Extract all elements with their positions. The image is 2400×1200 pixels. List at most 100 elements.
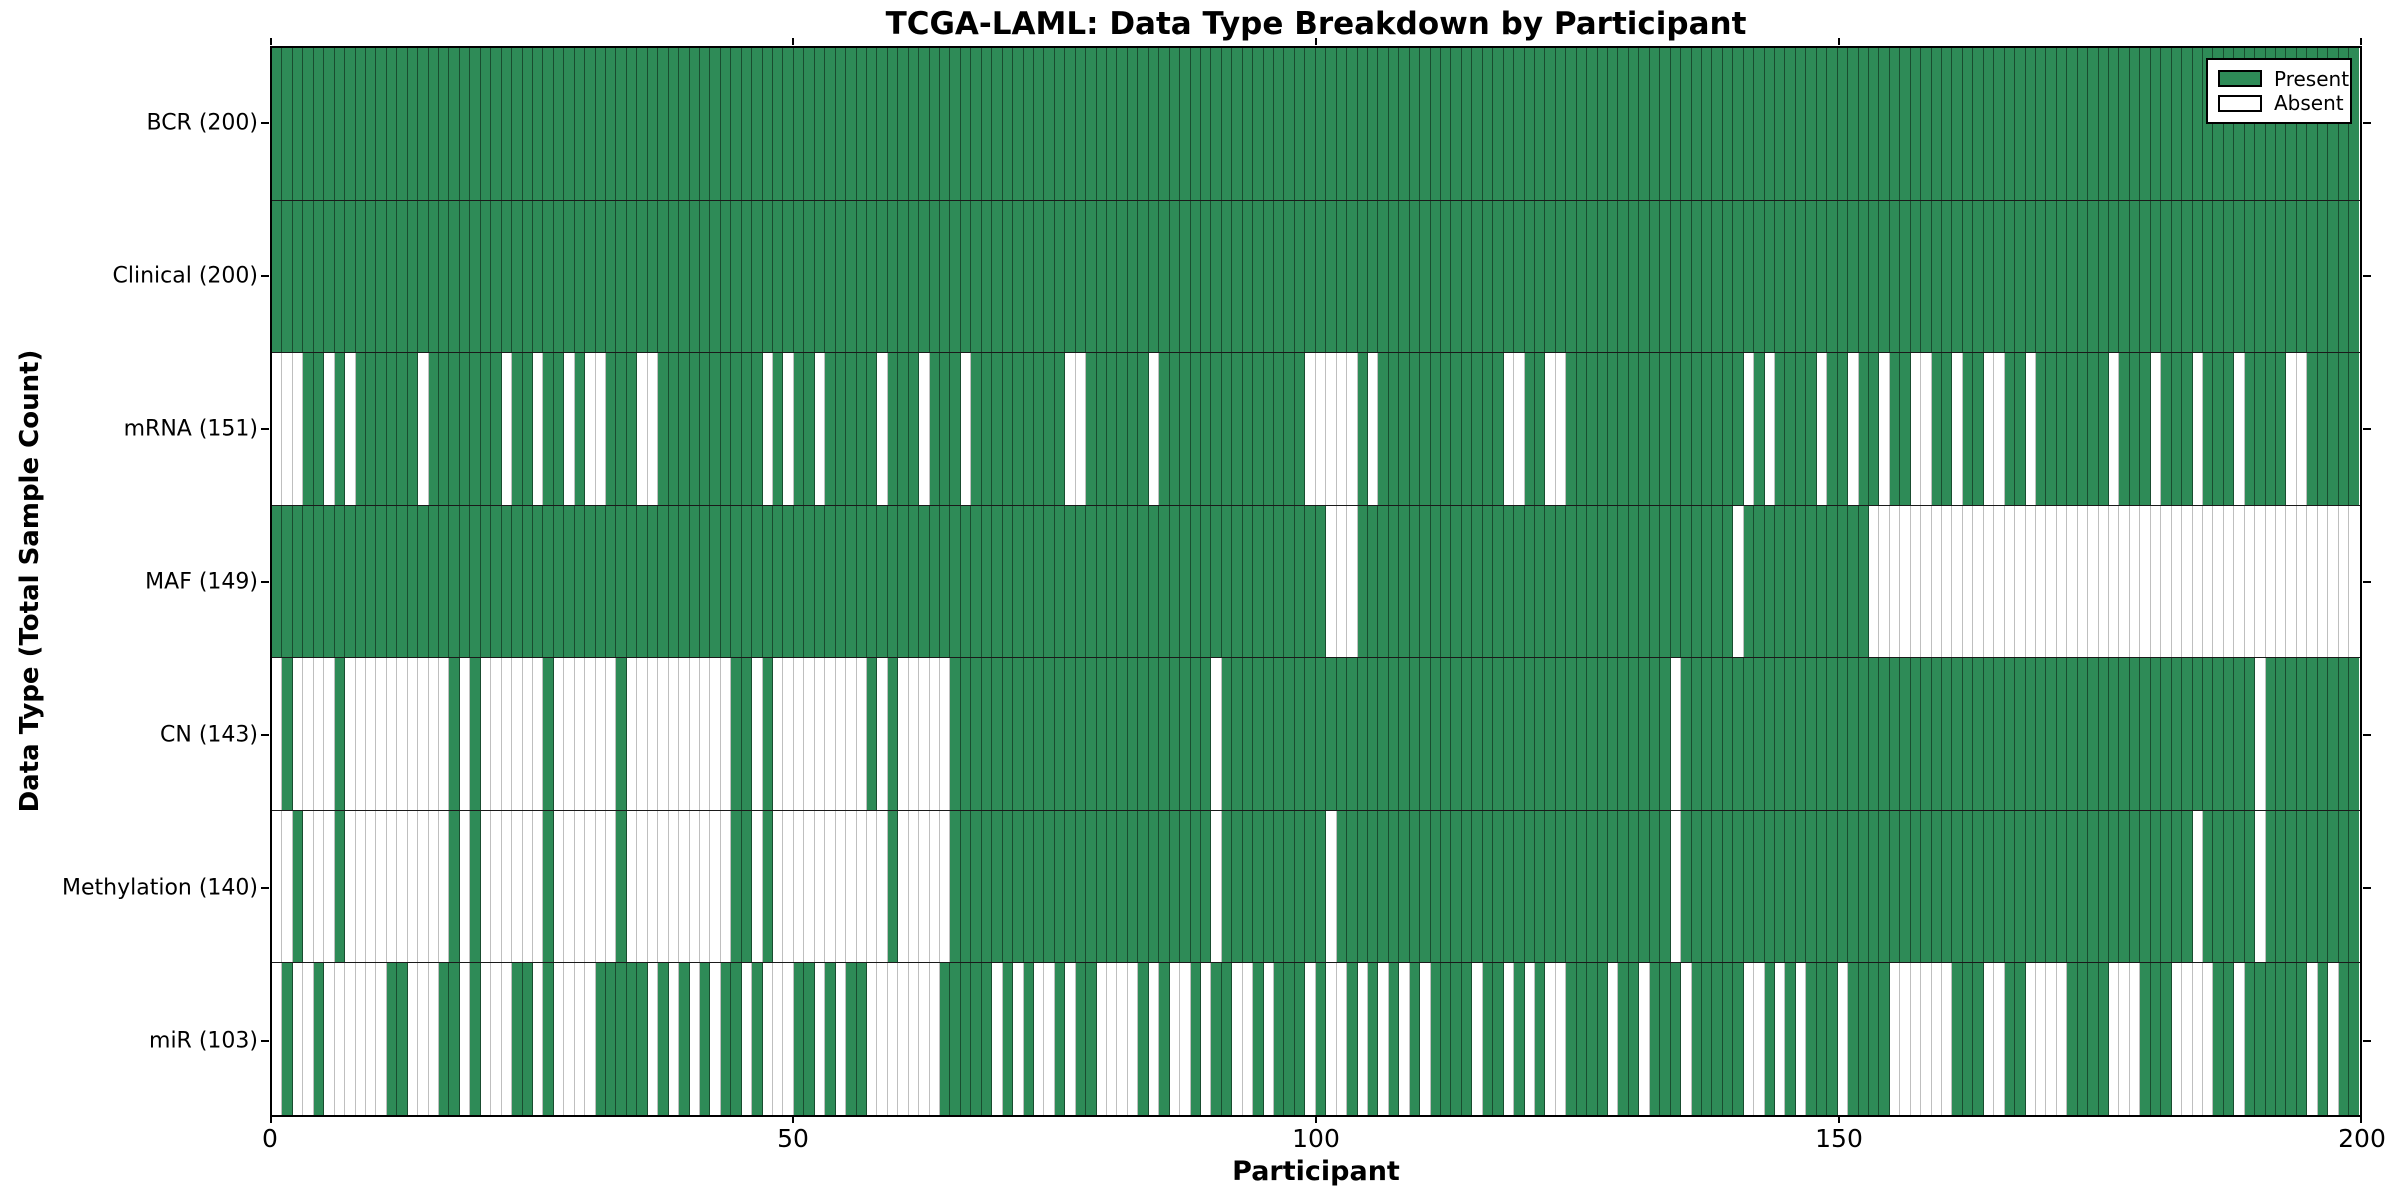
legend-swatch-present-icon xyxy=(2218,70,2262,88)
cell-absent xyxy=(1357,963,1368,1116)
cell-present xyxy=(1002,505,1014,658)
cell-absent xyxy=(1889,963,1901,1116)
cell-present xyxy=(1253,505,1264,658)
cell-present xyxy=(1200,48,1212,200)
cell-present xyxy=(1973,963,1984,1116)
cell-present xyxy=(2296,658,2308,810)
cell-present xyxy=(2223,963,2235,1116)
cell-present xyxy=(1023,200,1034,353)
cell-present xyxy=(553,200,565,353)
cell-present xyxy=(1827,810,1838,963)
y-tick-label-Methylation: Methylation (140) xyxy=(62,875,258,900)
cell-present xyxy=(543,658,554,810)
cell-present xyxy=(616,963,627,1116)
cell-present xyxy=(741,658,753,810)
cell-present xyxy=(741,353,753,505)
cell-present xyxy=(1566,353,1577,505)
cell-absent xyxy=(835,658,847,810)
cell-present xyxy=(1294,48,1306,200)
cell-present xyxy=(2286,658,2297,810)
cell-present xyxy=(1461,505,1473,658)
x-tick-mark-bottom xyxy=(1838,1117,1840,1123)
cell-present xyxy=(1315,505,1327,658)
cell-present xyxy=(2119,658,2130,810)
cell-present xyxy=(1367,810,1379,963)
cell-present xyxy=(793,505,805,658)
cell-present xyxy=(616,658,627,810)
cell-present xyxy=(2171,353,2183,505)
cell-present xyxy=(1493,505,1504,658)
cell-present xyxy=(898,353,909,505)
cell-present xyxy=(1764,963,1775,1116)
cell-present xyxy=(1013,810,1024,963)
cell-present xyxy=(1232,48,1243,200)
cell-present xyxy=(470,810,481,963)
cell-present xyxy=(1868,963,1880,1116)
cell-absent xyxy=(699,810,711,963)
cell-absent xyxy=(1117,963,1128,1116)
cell-present xyxy=(1608,810,1619,963)
cell-present xyxy=(1493,48,1504,200)
cell-present xyxy=(1545,200,1556,353)
cell-present xyxy=(2098,48,2109,200)
cell-present xyxy=(1962,353,1974,505)
cell-present xyxy=(1242,658,1254,810)
cell-present xyxy=(1493,353,1504,505)
cell-absent xyxy=(2338,505,2350,658)
cell-present xyxy=(1190,48,1201,200)
cell-present xyxy=(2286,963,2297,1116)
cell-present xyxy=(1315,48,1327,200)
cell-present xyxy=(1430,353,1441,505)
cell-present xyxy=(1545,505,1556,658)
cell-present xyxy=(2317,658,2329,810)
cell-present xyxy=(1952,200,1963,353)
cell-present xyxy=(2077,810,2089,963)
cell-present xyxy=(731,48,742,200)
cell-present xyxy=(1816,810,1828,963)
cell-present xyxy=(606,963,617,1116)
cell-absent xyxy=(1670,810,1682,963)
cell-absent xyxy=(272,810,283,963)
cell-present xyxy=(1931,810,1942,963)
cell-present xyxy=(1013,658,1024,810)
cell-present xyxy=(1482,48,1494,200)
cell-present xyxy=(1315,200,1327,353)
cell-absent xyxy=(365,963,377,1116)
cell-present xyxy=(1534,353,1546,505)
cell-absent xyxy=(553,658,565,810)
cell-present xyxy=(1618,658,1629,810)
cell-present xyxy=(1305,48,1316,200)
cell-present xyxy=(1754,48,1765,200)
cell-present xyxy=(2244,963,2256,1116)
cell-absent xyxy=(2161,505,2172,658)
cell-absent xyxy=(2307,963,2318,1116)
cell-present xyxy=(2255,353,2266,505)
cell-absent xyxy=(2234,505,2245,658)
cell-present xyxy=(1931,48,1942,200)
cell-present xyxy=(2088,353,2099,505)
cell-present xyxy=(658,963,669,1116)
cell-present xyxy=(1889,48,1901,200)
cell-present xyxy=(1159,658,1170,810)
cell-present xyxy=(1816,963,1828,1116)
cell-present xyxy=(376,353,387,505)
cell-present xyxy=(1743,658,1755,810)
cell-present xyxy=(1117,658,1128,810)
cell-absent xyxy=(783,353,794,505)
cell-absent xyxy=(282,810,293,963)
cell-absent xyxy=(491,658,502,810)
cell-absent xyxy=(324,353,335,505)
cell-present xyxy=(2213,353,2224,505)
cell-present xyxy=(1242,810,1254,963)
cell-absent xyxy=(919,963,930,1116)
cell-absent xyxy=(762,353,773,505)
cell-absent xyxy=(2202,963,2214,1116)
cell-present xyxy=(1524,353,1535,505)
cell-present xyxy=(1420,48,1431,200)
cell-present xyxy=(1691,963,1702,1116)
cell-present xyxy=(1117,200,1128,353)
cell-present xyxy=(303,200,314,353)
cell-present xyxy=(1357,200,1368,353)
cell-present xyxy=(2317,353,2329,505)
cell-present xyxy=(1576,963,1588,1116)
